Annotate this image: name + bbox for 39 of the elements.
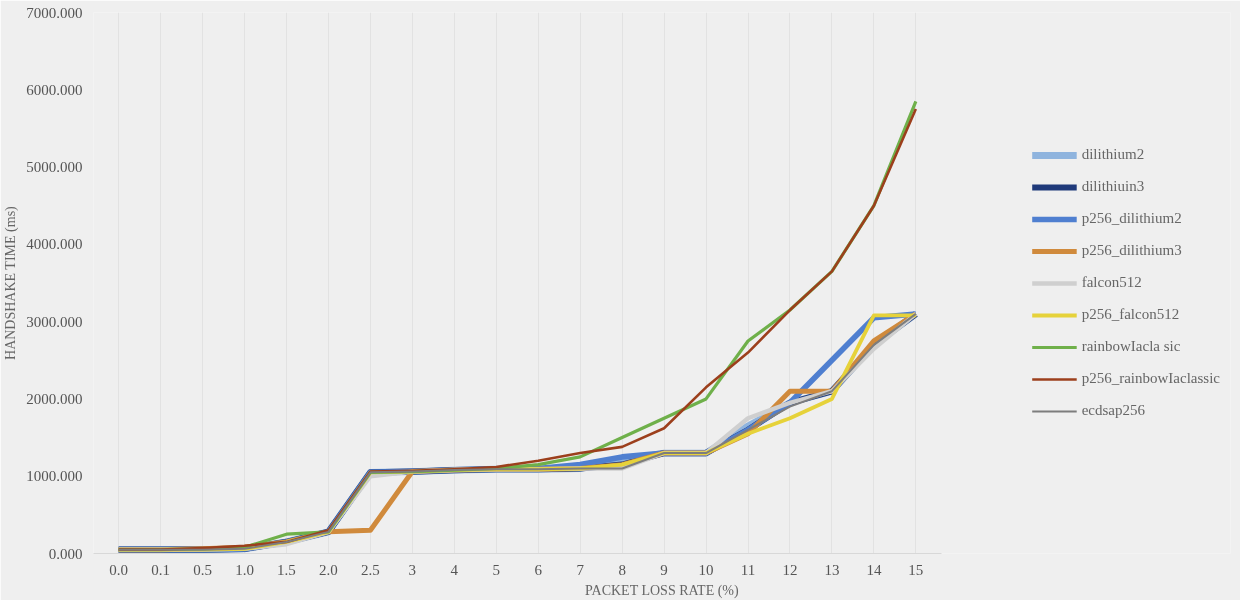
- x-tick-label: 8: [618, 561, 626, 578]
- x-tick-label: 2.0: [319, 561, 338, 578]
- y-tick-label: 6000.000: [26, 81, 83, 98]
- y-tick-label: 4000.000: [26, 236, 83, 253]
- x-axis-title: PACKET LOSS RATE (%): [585, 582, 740, 599]
- x-tick-label: 13: [824, 561, 840, 578]
- x-tick-label: 0.5: [193, 561, 212, 578]
- legend-label: dilithiuin3: [1081, 178, 1145, 195]
- x-tick-label: 3: [408, 561, 417, 578]
- x-tick-label: 12: [782, 561, 798, 578]
- y-tick-label: 7000.000: [26, 4, 83, 21]
- x-tick-label: 9: [660, 561, 668, 578]
- y-axis-title: HANDSHAKE TIME (ms): [3, 205, 20, 360]
- legend-label: p256_falcon512: [1081, 306, 1180, 323]
- y-tick-label: 2000.000: [26, 390, 83, 407]
- x-tick-label: 1.5: [277, 561, 296, 578]
- x-tick-label: 15: [908, 561, 924, 578]
- x-tick-label: 7: [576, 561, 585, 578]
- x-tick-label: 6: [534, 561, 543, 578]
- legend-label: p256_dilithium2: [1081, 210, 1182, 227]
- x-tick-label: 11: [740, 561, 756, 578]
- y-tick-label: 3000.000: [26, 313, 83, 330]
- x-tick-label: 2.5: [361, 561, 380, 578]
- legend-label: ecdsap256: [1081, 402, 1146, 419]
- x-tick-label: 14: [866, 561, 882, 578]
- legend-label: dilithium2: [1081, 146, 1145, 163]
- legend-label: p256_rainbowIaclassic: [1081, 370, 1220, 387]
- x-tick-label: 10: [698, 561, 714, 578]
- legend-label: rainbowIacla sic: [1081, 338, 1181, 355]
- x-tick-label: 4: [450, 561, 459, 578]
- x-tick-label: 0.1: [151, 561, 170, 578]
- x-tick-label: 5: [492, 561, 501, 578]
- legend-label: p256_dilithium3: [1081, 242, 1182, 259]
- y-tick-label: 5000.000: [26, 159, 83, 176]
- x-tick-label: 1.0: [235, 561, 254, 578]
- legend-label: falcon512: [1081, 274, 1142, 291]
- x-tick-label: 0.0: [109, 561, 129, 578]
- y-tick-label: 0.000: [48, 545, 83, 562]
- y-tick-label: 1000.000: [26, 468, 83, 485]
